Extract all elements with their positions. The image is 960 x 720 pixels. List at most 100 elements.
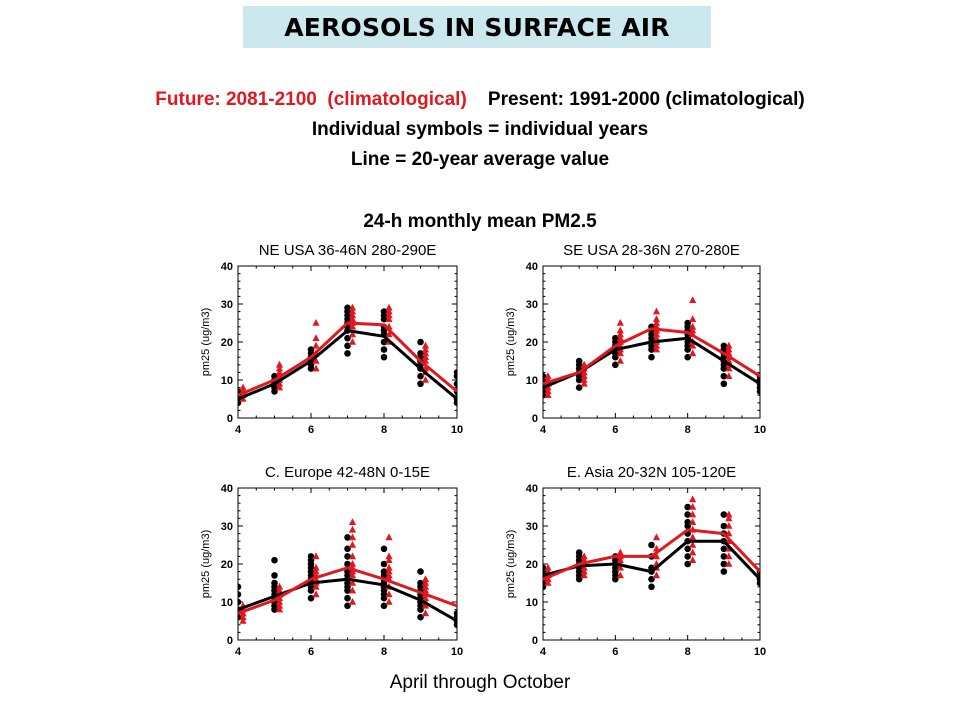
present-point (720, 553, 728, 560)
y-tick-label: 0 (227, 635, 233, 647)
y-axis-label: pm25 (ug/m3) (200, 530, 212, 598)
panel-title: E. Asia 20-32N 105-120E (567, 464, 736, 481)
y-tick-label: 30 (526, 299, 538, 311)
future-point (580, 563, 588, 571)
present-point (720, 342, 728, 350)
future-point (421, 582, 430, 590)
present-point (720, 372, 728, 380)
future-point (421, 575, 430, 582)
present-point (417, 380, 424, 388)
present-point (417, 568, 424, 575)
y-tick-label: 20 (526, 337, 538, 349)
future-point (312, 590, 320, 598)
future-point (385, 556, 393, 563)
present-point (575, 549, 583, 556)
present-point (720, 522, 728, 530)
present-point (648, 353, 655, 361)
future-point (725, 522, 733, 529)
future-point (312, 364, 320, 372)
future-point (312, 582, 320, 590)
y-tick-label: 30 (221, 521, 233, 533)
x-tick-label: 8 (381, 646, 387, 658)
present-point (344, 350, 351, 357)
y-tick-label: 10 (221, 597, 233, 609)
y-axis-label: pm25 (ug/m3) (200, 308, 212, 376)
present-point (720, 560, 728, 568)
future-point (385, 330, 393, 338)
future-point (652, 319, 661, 326)
legend-line: Future: 2081-2100 (climatological) Prese… (0, 89, 960, 111)
present-point (307, 346, 315, 353)
future-point (312, 567, 320, 575)
future-point (312, 334, 320, 341)
present-point (417, 372, 424, 380)
present-mean-line (238, 577, 457, 623)
future-point (385, 307, 393, 315)
present-point (417, 579, 424, 587)
future-point (616, 548, 624, 556)
present-point (648, 541, 655, 549)
future-point (689, 518, 697, 525)
future-point (312, 563, 320, 571)
present-point (380, 545, 388, 553)
present-point (684, 353, 691, 361)
future-mean-line (238, 566, 457, 615)
present-point (344, 304, 351, 312)
future-point (616, 319, 624, 326)
future-point (652, 345, 661, 353)
future-point (652, 571, 661, 579)
present-point (380, 353, 388, 361)
x-tick-label: 4 (540, 424, 547, 436)
future-point (348, 311, 357, 319)
future-point (421, 601, 430, 609)
future-point (652, 315, 661, 322)
future-point (580, 368, 588, 376)
present-point (575, 384, 583, 391)
x-tick-label: 8 (381, 424, 387, 436)
future-point (312, 552, 320, 560)
x-tick-label: 10 (451, 424, 463, 436)
future-point (544, 372, 552, 379)
y-tick-label: 20 (526, 559, 538, 571)
future-point (348, 330, 357, 338)
future-point (385, 567, 393, 575)
present-point (684, 560, 691, 568)
chart-e-asia: E. Asia 20-32N 105-120E pm25 (ug/m3) 0 10 20… (505, 464, 766, 658)
future-point (689, 503, 697, 510)
future-point (312, 341, 320, 349)
future-point (385, 311, 393, 319)
present-mean-line (543, 539, 760, 581)
future-point (616, 326, 624, 334)
future-point (689, 326, 697, 334)
future-point (616, 330, 624, 338)
present-point (344, 545, 351, 553)
future-point (312, 319, 320, 326)
future-point (421, 594, 430, 601)
chart-ne-usa: NE USA 36-46N 280-290E pm25 (ug/m3) 0 10 20 3… (200, 242, 463, 436)
present-point (720, 545, 728, 553)
y-tick-label: 40 (526, 261, 538, 273)
present-point (648, 575, 655, 583)
future-point (239, 383, 247, 391)
future-point (652, 334, 661, 341)
future-point (689, 341, 697, 349)
future-point (580, 379, 588, 387)
future-point (275, 586, 284, 594)
present-point (453, 610, 457, 617)
future-point (385, 571, 393, 579)
x-tick-label: 6 (308, 646, 314, 658)
future-point (689, 322, 697, 330)
y-tick-label: 30 (221, 299, 233, 311)
present-point (344, 568, 351, 575)
future-mean-line (543, 528, 760, 581)
present-point (417, 350, 424, 357)
future-point (725, 529, 733, 537)
present-point (684, 319, 691, 327)
panel-title: SE USA 28-36N 270-280E (563, 242, 740, 259)
future-point (348, 541, 357, 548)
future-point (725, 372, 733, 379)
future-point (385, 533, 393, 541)
future-point (725, 552, 733, 560)
future-point (385, 315, 393, 322)
future-point (348, 518, 357, 525)
